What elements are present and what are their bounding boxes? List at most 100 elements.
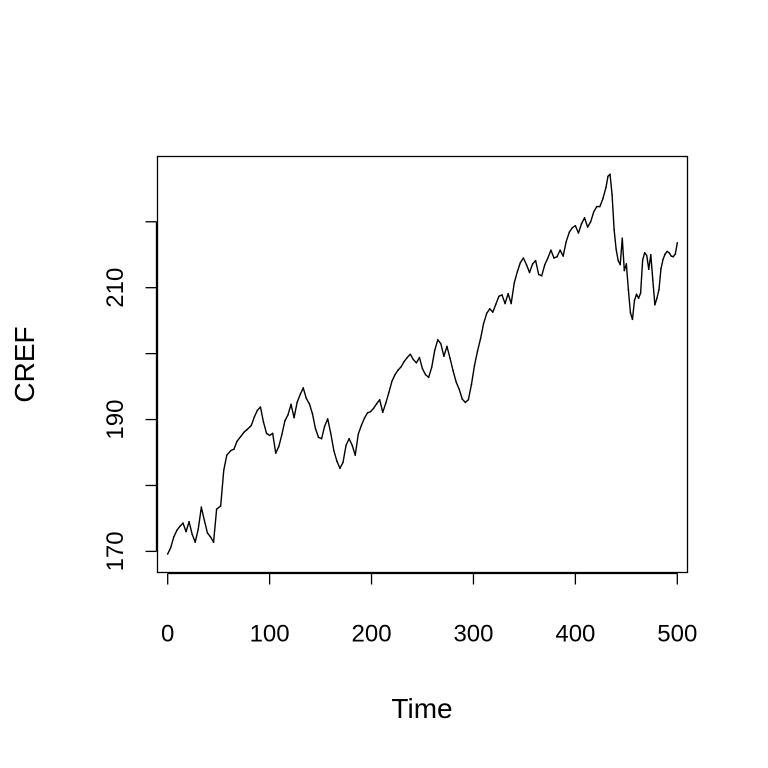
x-tick-label: 500 [657,621,697,648]
data-point [540,275,543,277]
data-point [222,469,225,472]
data-point [339,467,341,470]
data-point [191,533,193,536]
data-point [169,546,172,549]
data-point [568,231,571,234]
data-point [357,433,360,435]
data-point [619,263,622,266]
data-point [609,173,611,176]
data-point [243,431,245,433]
data-point [516,271,519,273]
data-point [240,435,242,437]
data-point [206,532,209,534]
data-point [617,259,619,262]
data-point [351,444,353,447]
x-tick-label: 100 [250,621,290,648]
data-point [375,402,378,405]
data-point [320,437,323,440]
data-point [513,282,516,284]
data-point [388,391,390,394]
data-point [668,251,670,254]
data-point [639,292,642,294]
x-tick-label: 200 [352,621,392,648]
data-point [212,541,215,543]
data-point [421,367,424,370]
data-point [427,376,430,379]
data-point [345,444,347,447]
data-point [256,409,259,412]
data-point [166,553,169,555]
data-point [284,420,286,422]
data-point [476,350,479,352]
data-point [592,211,595,213]
data-point [482,322,485,325]
data-point [627,288,630,291]
data-point [577,232,580,234]
data-point [455,381,457,383]
data-point [271,432,274,435]
data-point [326,418,329,420]
data-point [436,338,439,341]
data-point [562,255,564,257]
data-point [504,302,506,305]
series-line [167,173,678,555]
data-point [262,421,265,423]
data-point [625,263,628,265]
data-point [317,436,320,439]
data-point [556,255,558,258]
data-point [179,525,181,528]
data-point [200,506,203,509]
data-point [544,263,546,266]
data-point [348,437,350,440]
data-point [302,387,305,389]
data-point [672,255,675,258]
data-point [378,398,381,401]
data-point [664,253,666,255]
data-point [381,411,384,414]
data-point [290,403,292,406]
data-point [188,520,190,523]
data-point [391,380,393,383]
data-point [629,311,632,314]
data-point [236,440,238,443]
data-point [281,433,283,436]
data-point [467,398,470,401]
x-axis-title: Time [391,693,452,724]
data-point [293,416,295,419]
data-point [443,355,445,358]
data-point [246,428,248,431]
data-point [336,460,338,462]
data-point [265,432,268,435]
data-point [510,302,512,305]
data-point [654,304,656,306]
data-point [209,536,212,538]
data-point [369,410,372,413]
data-point [308,402,311,405]
data-point [574,224,577,227]
data-point [607,175,609,178]
data-point [647,268,650,271]
data-point [446,345,448,348]
data-point [602,197,604,200]
data-point [342,461,344,464]
data-point [403,360,405,363]
data-point [461,398,464,400]
data-point [522,257,525,259]
data-point [182,522,184,524]
series-layer [166,173,679,555]
data-point [479,337,482,340]
data-point [203,519,206,522]
data-point [458,388,460,391]
data-point [449,357,451,360]
data-point [409,353,412,356]
x-tick-label: 0 [161,621,174,648]
data-point [586,226,589,228]
data-point [537,273,540,276]
data-point [528,271,531,274]
data-point [565,240,568,243]
data-point [277,445,280,448]
data-point [440,342,442,345]
data-point [305,397,308,400]
data-point [633,299,636,302]
data-point [498,295,500,298]
